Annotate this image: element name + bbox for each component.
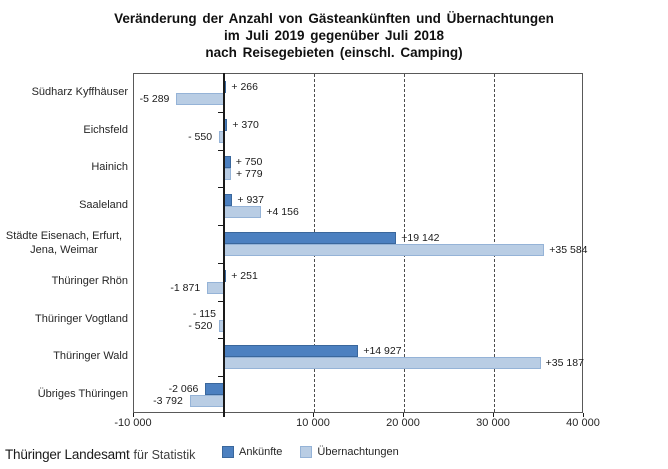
bar-ankuenfte	[224, 232, 397, 244]
x-tick-label: -10 000	[114, 417, 152, 429]
bar-uebernachtungen	[224, 206, 262, 219]
bar-value-label: + 251	[231, 269, 258, 282]
bar-value-label: +35 584	[549, 244, 588, 256]
category-label: Eichsfeld	[0, 114, 128, 146]
category-label: Thüringer Rhön	[0, 265, 128, 297]
legend-swatch-uebernachtungen	[300, 446, 313, 458]
bar-ankuenfte	[224, 345, 359, 358]
category-label: Städte Eisenach, Erfurt, Jena, Weimar	[0, 227, 128, 259]
category-label-line: Hainich	[91, 161, 128, 174]
category-label: Übriges Thüringen	[0, 378, 128, 410]
bar-ankuenfte	[224, 156, 231, 169]
category-axis-tick	[218, 149, 224, 151]
category-label: Hainich	[0, 151, 128, 183]
bar-uebernachtungen	[224, 357, 541, 370]
bar-value-label: + 750	[235, 156, 263, 169]
x-axis-tick	[223, 413, 224, 417]
category-label-line: Thüringer Vogtland	[35, 312, 128, 325]
chart-title-line-3: nach Reisegebieten (einschl. Camping)	[205, 45, 463, 60]
category-label-line: Thüringer Rhön	[51, 274, 128, 287]
category-axis-tick	[218, 300, 224, 302]
bar-uebernachtungen	[207, 281, 224, 294]
bar-uebernachtungen	[224, 244, 545, 256]
x-tick-label: 30 000	[476, 417, 510, 429]
bar-value-label: +14 927	[363, 345, 402, 358]
bar-value-label: +19 142	[401, 232, 440, 244]
bar-value-label: + 266	[231, 80, 258, 93]
source-org-suffix: für Statistik	[133, 448, 196, 462]
legend: Ankünfte Übernachtungen	[222, 446, 399, 458]
bar-value-label: -5 289	[139, 92, 170, 105]
category-axis-tick	[218, 338, 224, 340]
zero-axis-line	[223, 73, 225, 417]
category-axis-tick	[218, 262, 224, 264]
plot-area: + 266 + 370 + 750 + 937 +19 142 + 251 - 115 +14…	[133, 73, 588, 417]
bar-value-label: - 520	[188, 319, 213, 332]
gridline	[494, 74, 495, 412]
category-label-line: Übriges Thüringen	[37, 388, 128, 401]
bar-uebernachtungen	[224, 168, 231, 181]
x-tick-label: 20 000	[386, 417, 420, 429]
bar-value-label: - 550	[188, 130, 213, 143]
bar-value-label: - 115	[192, 307, 216, 320]
bar-ankuenfte	[205, 383, 224, 396]
source-attribution: Thüringer Landesamt für Statistik	[5, 446, 195, 464]
legend-item-ankuenfte: Ankünfte	[222, 446, 282, 458]
x-axis-tick	[583, 413, 584, 417]
legend-swatch-ankuenfte	[222, 446, 234, 458]
chart-title: Veränderung der Anzahl von Gästeankünfte…	[0, 10, 668, 61]
bar-value-label: -2 066	[168, 383, 199, 396]
x-tick-label: 40 000	[566, 417, 600, 429]
category-label-line: Thüringer Wald	[53, 350, 128, 363]
category-label: Thüringer Wald	[0, 340, 128, 372]
bar-value-label: -1 871	[170, 281, 201, 294]
legend-item-uebernachtungen: Übernachtungen	[300, 446, 399, 458]
category-label: Thüringer Vogtland	[0, 303, 128, 335]
source-org-name: Thüringer Landesamt	[5, 447, 130, 462]
x-tick-label: 10 000	[296, 417, 330, 429]
bar-uebernachtungen	[176, 92, 224, 105]
category-label-line: Südharz Kyffhäuser	[31, 85, 128, 98]
gridline	[404, 74, 405, 412]
category-axis-tick	[218, 376, 224, 378]
legend-label-uebernachtungen: Übernachtungen	[317, 446, 399, 458]
bar-value-label: + 370	[232, 118, 259, 131]
category-axis-tick	[218, 187, 224, 189]
chart-title-line-2: im Juli 2019 gegenüber Juli 2018	[223, 28, 445, 43]
x-axis-tick	[493, 413, 494, 417]
category-label-line: Jena, Weimar	[30, 244, 98, 256]
legend-label-ankuenfte: Ankünfte	[239, 446, 283, 458]
bar-value-label: +35 187	[545, 357, 584, 370]
x-axis-tick	[313, 413, 314, 417]
bar-uebernachtungen	[189, 395, 224, 408]
bar-value-label: +4 156	[266, 206, 299, 219]
category-label: Südharz Kyffhäuser	[0, 76, 128, 108]
category-label: Saaleland	[0, 189, 128, 221]
category-label-line: Städte Eisenach, Erfurt,	[5, 230, 123, 242]
chart-title-line-1: Veränderung der Anzahl von Gästeankünfte…	[114, 11, 554, 26]
category-label-line: Eichsfeld	[83, 123, 128, 136]
bar-ankuenfte	[224, 194, 233, 207]
x-axis-tick	[133, 413, 134, 417]
category-axis-tick	[218, 111, 224, 113]
bar-value-label: -3 792	[153, 395, 183, 408]
bar-value-label: + 937	[237, 194, 264, 207]
x-axis-tick	[403, 413, 404, 417]
bar-value-label: + 779	[236, 168, 263, 181]
category-axis-tick	[218, 225, 224, 227]
category-label-line: Saaleland	[79, 199, 128, 212]
